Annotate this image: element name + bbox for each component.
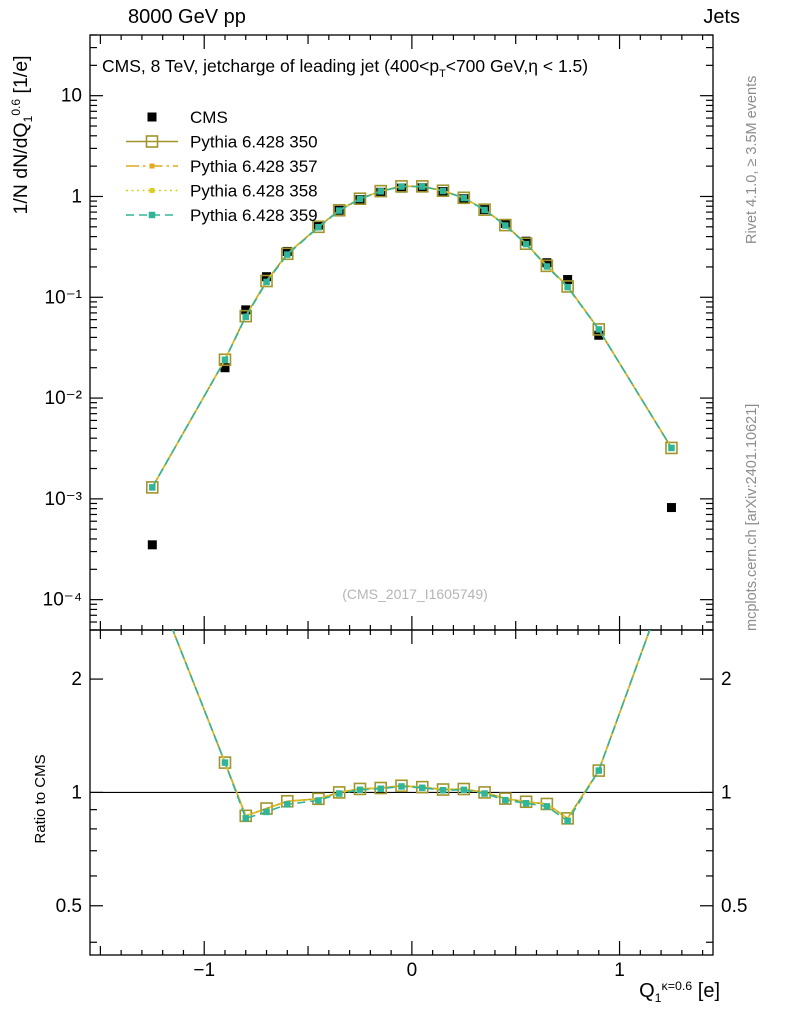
svg-text:2: 2 [71,669,82,690]
beam-energy-label: 8000 GeV pp [128,6,246,28]
svg-text:0.5: 0.5 [56,896,82,917]
y-axis-label: 1/N dN/dQ10.6 [1/e] [9,55,36,215]
svg-text:Pythia 6.428 350: Pythia 6.428 350 [190,133,318,152]
svg-text:0.5: 0.5 [721,896,747,917]
axes [89,34,714,956]
svg-text:1: 1 [71,186,82,207]
svg-text:Pythia 6.428 358: Pythia 6.428 358 [190,182,318,201]
svg-text:−1: −1 [193,960,215,981]
legend: CMS Pythia 6.428 350 Pythia 6.428 357 Pythi… [126,108,318,225]
series-Pythia-6.428-359 [149,183,675,825]
tick-labels: 10 1 10⁻¹ 10⁻² 10⁻³ 10⁻⁴ 0.5 0.5 1 1 2 2 −1 0 1 [43,86,748,981]
svg-text:10⁻¹: 10⁻¹ [45,287,83,308]
svg-text:10⁻³: 10⁻³ [45,489,83,510]
x-axis-label: Q1κ=0.6 [e] [639,979,720,1006]
svg-text:0: 0 [407,960,418,981]
svg-text:10: 10 [61,86,82,107]
rivet-version-label: Rivet 4.1.0, ≥ 3.5M events [744,75,760,244]
analysis-id-watermark: (CMS_2017_I1605749) [342,586,488,602]
svg-text:10⁻²: 10⁻² [45,388,83,409]
svg-text:CMS: CMS [190,108,228,127]
svg-text:1: 1 [721,782,732,803]
analysis-group-label: Jets [703,6,740,28]
series-CMS [147,183,676,550]
series-Pythia-6.428-358 [151,185,673,820]
series-Pythia-6.428-357 [151,185,673,820]
series-Pythia-6.428-350 [146,180,678,825]
svg-text:10⁻⁴: 10⁻⁴ [43,590,82,611]
mcplots-reference-label: mcplots.cern.ch [arXiv:2401.10621] [744,403,760,631]
svg-text:2: 2 [721,669,732,690]
svg-text:1: 1 [71,782,82,803]
ratio-axis-label: Ratio to CMS [32,754,49,844]
svg-text:1: 1 [614,960,625,981]
svg-text:Pythia 6.428 357: Pythia 6.428 357 [190,157,318,176]
plot-title: CMS, 8 TeV, jetcharge of leading jet (40… [102,56,589,80]
svg-text:Pythia 6.428 359: Pythia 6.428 359 [190,206,318,225]
